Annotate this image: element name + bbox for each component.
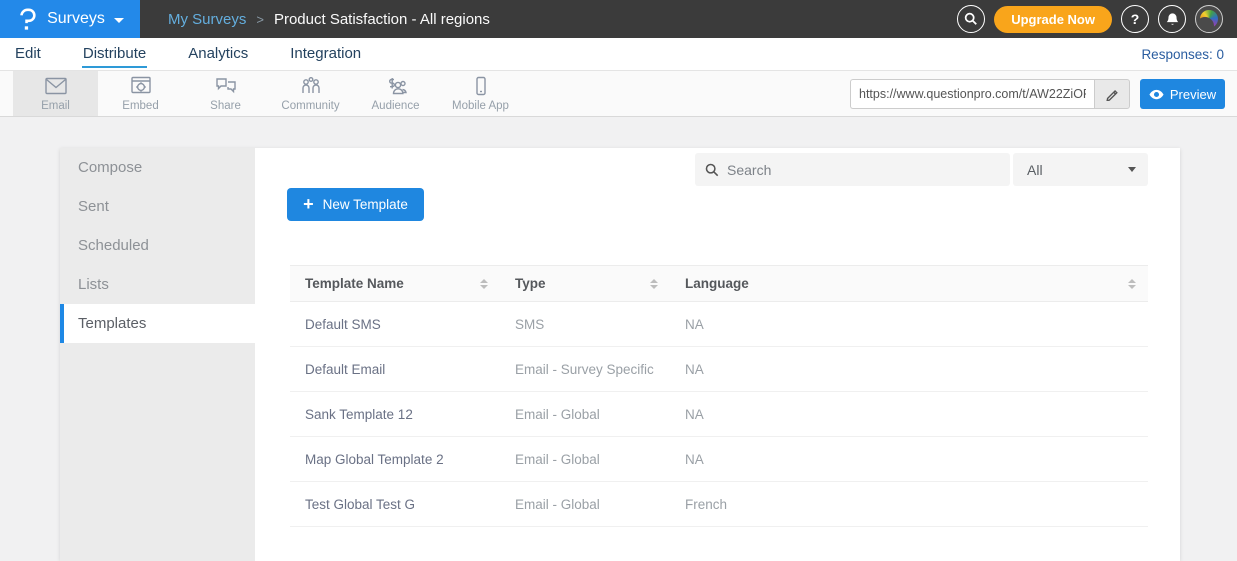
question-mark-icon: ?	[1130, 11, 1140, 27]
table-header-row: Template Name Type Language	[290, 265, 1148, 302]
search-icon	[705, 163, 719, 176]
new-template-label: New Template	[322, 197, 408, 212]
breadcrumb: My Surveys > Product Satisfaction - All …	[168, 11, 490, 28]
template-language: French	[685, 496, 728, 512]
template-language: NA	[685, 361, 704, 377]
channel-email[interactable]: Email	[13, 71, 98, 116]
filter-selected-value: All	[1027, 161, 1043, 178]
template-name-link[interactable]: Default SMS	[305, 316, 381, 332]
column-header-language: Language	[685, 276, 749, 291]
channel-label: Community	[281, 100, 340, 112]
table-row[interactable]: Default Email Email - Survey Specific NA	[290, 347, 1148, 392]
template-name-link[interactable]: Default Email	[305, 361, 386, 377]
chevron-down-icon	[113, 17, 124, 23]
column-header-type: Type	[515, 276, 546, 291]
community-icon	[301, 77, 320, 93]
help-button[interactable]: ?	[1121, 5, 1149, 33]
embed-icon	[130, 76, 151, 94]
channel-community[interactable]: Community	[268, 71, 353, 116]
audience-icon	[388, 78, 407, 95]
sort-language-icon[interactable]	[1128, 278, 1136, 289]
channel-mobile-app[interactable]: Mobile App	[438, 71, 523, 116]
tab-integration[interactable]: Integration	[290, 45, 362, 62]
channel-label: Mobile App	[452, 100, 509, 112]
template-language: NA	[685, 451, 704, 467]
channel-label: Embed	[122, 100, 159, 112]
eye-icon	[1149, 89, 1164, 99]
survey-url-input[interactable]	[850, 79, 1094, 109]
sort-type-icon[interactable]	[650, 278, 658, 289]
table-row[interactable]: Map Global Template 2 Email - Global NA	[290, 437, 1148, 482]
tab-edit[interactable]: Edit	[15, 45, 41, 62]
templates-table: Template Name Type Language Default SMS …	[290, 265, 1148, 527]
sidebar-item-lists[interactable]: Lists	[78, 276, 109, 293]
email-icon	[44, 77, 67, 95]
channel-label: Share	[210, 100, 241, 112]
channel-label: Audience	[371, 100, 420, 112]
template-language: NA	[685, 316, 704, 332]
user-avatar[interactable]	[1195, 5, 1223, 33]
template-type: SMS	[515, 316, 545, 332]
chevron-down-icon	[1128, 167, 1136, 172]
sidebar-item-templates[interactable]: Templates	[60, 304, 255, 343]
template-name-link[interactable]: Map Global Template 2	[305, 451, 444, 467]
template-type: Email - Global	[515, 451, 600, 467]
topbar-actions: Upgrade Now ?	[957, 5, 1223, 33]
template-type: Email - Global	[515, 406, 600, 422]
table-row[interactable]: Test Global Test G Email - Global French	[290, 482, 1148, 527]
sidebar-item-sent[interactable]: Sent	[78, 198, 109, 215]
breadcrumb-separator: >	[256, 11, 264, 27]
mobile-app-icon	[475, 76, 486, 96]
edit-url-button[interactable]	[1094, 79, 1130, 109]
product-menu[interactable]: Surveys	[0, 0, 140, 38]
sidebar-item-compose[interactable]: Compose	[78, 159, 143, 176]
column-header-template-name: Template Name	[305, 276, 404, 291]
survey-section-nav: Edit Distribute Analytics Integration Re…	[0, 38, 1237, 70]
tab-analytics[interactable]: Analytics	[188, 45, 249, 62]
share-icon	[215, 78, 236, 94]
template-type: Email - Global	[515, 496, 600, 512]
template-type: Email - Survey Specific	[515, 361, 654, 377]
email-templates-panel: Compose Sent Scheduled Lists Templates A…	[60, 148, 1180, 561]
search-button[interactable]	[957, 5, 986, 33]
sidebar-item-scheduled[interactable]: Scheduled	[78, 237, 149, 254]
template-name-link[interactable]: Sank Template 12	[305, 406, 413, 422]
table-row[interactable]: Default SMS SMS NA	[290, 302, 1148, 347]
new-template-button[interactable]: + New Template	[287, 188, 424, 221]
template-search	[695, 153, 1010, 186]
responses-count[interactable]: Responses: 0	[1141, 46, 1224, 62]
templates-content: All + New Template Template Name Type La…	[255, 148, 1180, 561]
channel-audience[interactable]: Audience	[353, 71, 438, 116]
channel-share[interactable]: Share	[183, 71, 268, 116]
template-filter-dropdown[interactable]: All	[1013, 153, 1148, 186]
table-row[interactable]: Sank Template 12 Email - Global NA	[290, 392, 1148, 437]
template-language: NA	[685, 406, 704, 422]
bell-icon	[1166, 12, 1178, 25]
avatar-image	[1196, 10, 1218, 32]
template-search-input[interactable]	[727, 161, 1000, 178]
distribute-channels: Email Embed Share Community	[0, 71, 523, 116]
sort-template-name-icon[interactable]	[480, 278, 488, 289]
plus-icon: +	[303, 193, 314, 214]
notifications-button[interactable]	[1158, 5, 1186, 33]
survey-link-group	[850, 79, 1130, 109]
channel-embed[interactable]: Embed	[98, 71, 183, 116]
preview-button[interactable]: Preview	[1140, 79, 1225, 109]
email-sidebar: Compose Sent Scheduled Lists Templates	[60, 148, 255, 561]
pencil-icon	[1106, 89, 1118, 101]
product-menu-label: Surveys	[47, 10, 105, 27]
preview-label: Preview	[1169, 86, 1217, 102]
template-name-link[interactable]: Test Global Test G	[305, 496, 416, 512]
channel-label: Email	[41, 100, 70, 112]
page-title: Product Satisfaction - All regions	[273, 10, 490, 28]
upgrade-now-button[interactable]: Upgrade Now	[994, 5, 1112, 33]
tab-distribute[interactable]: Distribute	[81, 40, 148, 68]
top-header-bar: Surveys My Surveys > Product Satisfactio…	[0, 0, 1237, 38]
search-icon	[964, 12, 978, 25]
questionpro-logo-icon	[20, 8, 36, 30]
distribute-toolbar: Email Embed Share Community	[0, 70, 1237, 117]
breadcrumb-my-surveys-link[interactable]: My Surveys	[168, 10, 247, 28]
